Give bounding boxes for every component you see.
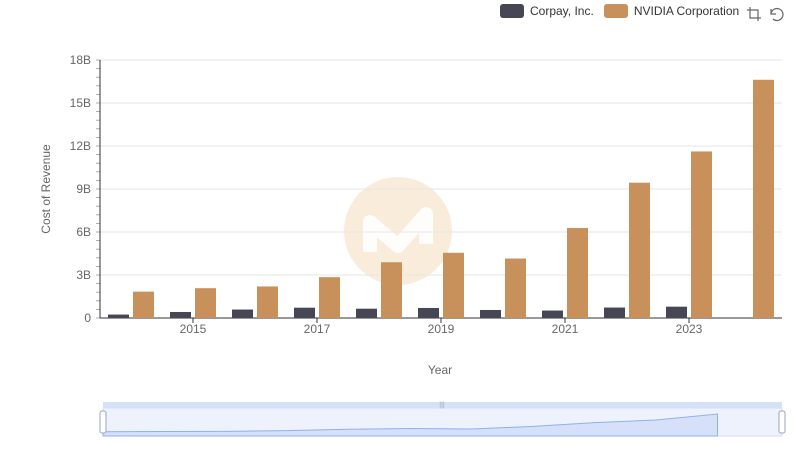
legend-swatch-corpay	[500, 4, 524, 18]
bar-nvidia-2017	[319, 277, 340, 318]
bar-corpay-2016	[232, 309, 253, 318]
legend-swatch-nvidia	[603, 4, 628, 18]
bar-corpay-2023	[666, 306, 687, 318]
x-tick-label: 2019	[428, 322, 455, 336]
bar-nvidia-2021	[567, 227, 588, 318]
legend-label-corpay: Corpay, Inc.	[530, 4, 594, 18]
y-tick-label: 18B	[70, 53, 91, 67]
legend-label-nvidia: NVIDIA Corporation	[633, 4, 740, 18]
bar-nvidia-2023	[691, 151, 712, 318]
bar-nvidia-2020	[505, 258, 526, 318]
x-axis-label: Year	[428, 363, 452, 377]
bar-corpay-2015	[170, 311, 191, 318]
y-axis: 0 3B 6B 9B 12B 15B 18B	[70, 53, 101, 325]
data-zoom-handle-right[interactable]	[778, 410, 786, 434]
bar-corpay-2014	[108, 314, 129, 318]
y-axis-label: Cost of Revenue	[39, 144, 53, 234]
x-tick-label: 2021	[552, 322, 579, 336]
bar-nvidia-2018	[381, 262, 402, 318]
y-tick-label: 9B	[76, 182, 91, 196]
bar-corpay-2021	[542, 310, 563, 318]
bar-nvidia-2019	[443, 252, 464, 318]
bar-corpay-2020	[480, 309, 501, 318]
y-tick-label: 15B	[70, 96, 91, 110]
x-tick-label: 2015	[180, 322, 207, 336]
data-zoom-slider[interactable]: |||	[99, 402, 786, 437]
x-axis: 2015 2017 2019 2021 2023	[100, 317, 782, 336]
bar-nvidia-2015	[195, 288, 216, 318]
x-tick-label: 2017	[304, 322, 331, 336]
y-tick-label: 6B	[76, 225, 91, 239]
zoom-select-icon[interactable]	[746, 6, 762, 22]
legend: Corpay, Inc. NVIDIA Corporation	[500, 4, 739, 18]
bar-nvidia-2022	[629, 182, 650, 318]
y-tick-label: 12B	[70, 139, 91, 153]
bar-corpay-2019	[418, 307, 439, 318]
bar-corpay-2022	[604, 307, 625, 318]
bar-nvidia-2024	[753, 79, 774, 318]
bar-nvidia-2014	[133, 291, 154, 318]
bars	[108, 79, 774, 318]
x-tick-label: 2023	[676, 322, 703, 336]
bar-corpay-2017	[294, 307, 315, 318]
grid-lines	[100, 59, 782, 276]
data-zoom-grip-icon: |||	[439, 402, 445, 409]
watermark-circle	[344, 177, 452, 285]
legend-item-corpay[interactable]: Corpay, Inc.	[500, 4, 594, 18]
data-zoom-bar	[103, 402, 782, 408]
data-zoom-handle-left[interactable]	[99, 410, 107, 434]
bar-nvidia-2016	[257, 286, 278, 318]
legend-item-nvidia[interactable]: NVIDIA Corporation	[603, 4, 740, 18]
y-tick-label: 0	[84, 311, 91, 325]
zoom-reset-icon[interactable]	[768, 6, 784, 22]
bar-corpay-2018	[356, 308, 377, 318]
y-tick-label: 3B	[76, 268, 91, 282]
data-zoom-preview	[102, 413, 718, 437]
toolbar	[746, 6, 784, 22]
